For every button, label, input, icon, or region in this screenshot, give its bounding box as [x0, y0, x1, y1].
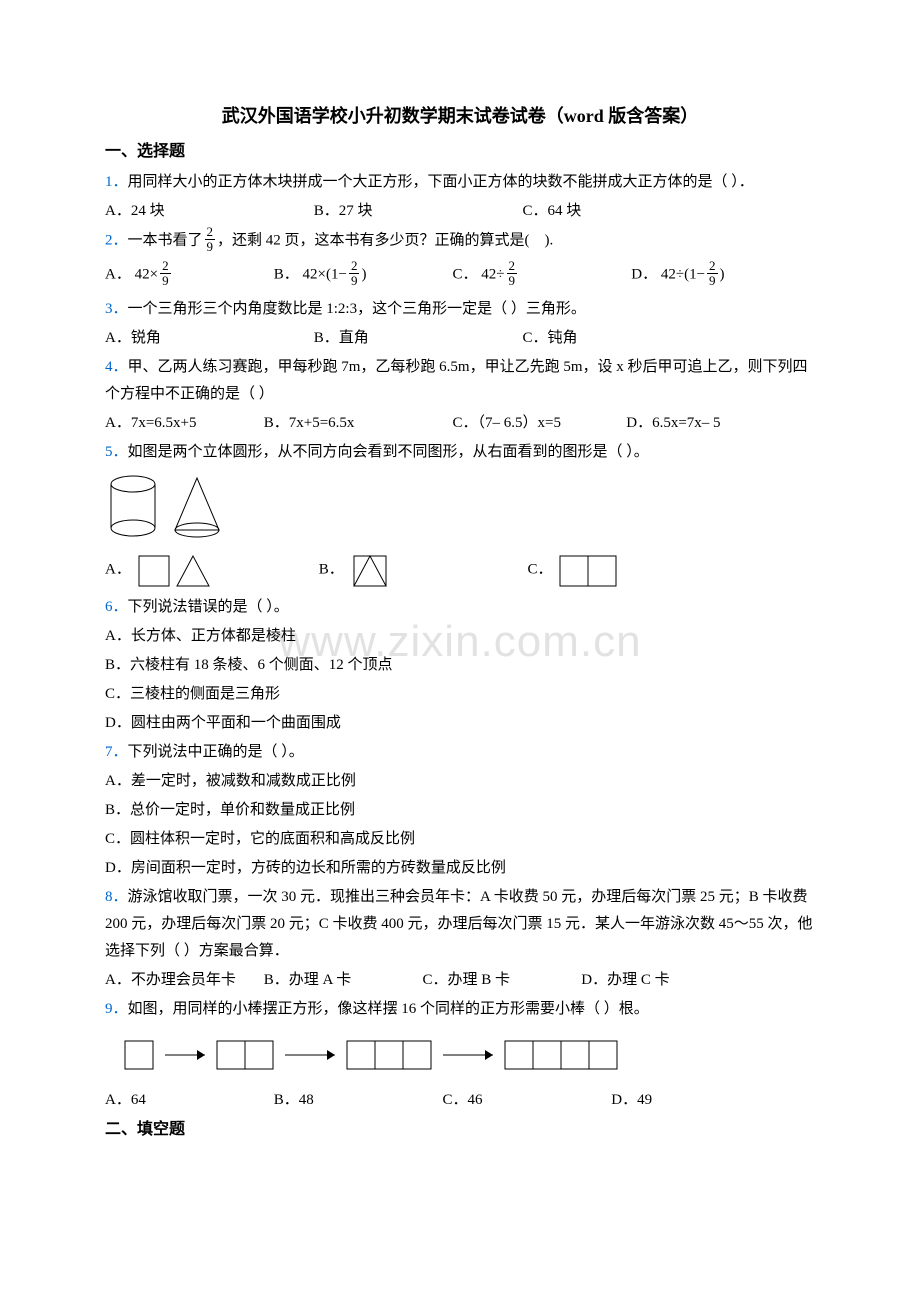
- q4-options: A．7x=6.5x+5 B．7x+5=6.5x C．（7– 6.5）x=5 D．…: [105, 410, 815, 437]
- q7-option-b: B．总价一定时，单价和数量成正比例: [105, 797, 815, 824]
- question-3: 3．一个三角形三个内角度数比是 1:2:3，这个三角形一定是（ ）三角形。: [105, 296, 815, 323]
- question-9: 9．如图，用同样的小棒摆正方形，像这样摆 16 个同样的正方形需要小棒（ ）根。: [105, 996, 815, 1023]
- q5-option-b: B．: [319, 550, 524, 590]
- q3-option-c: C．钝角: [523, 325, 578, 352]
- q8-option-c: C．办理 B 卡: [423, 967, 578, 994]
- q5-opt-a-icon: [135, 550, 215, 590]
- q9-option-a: A．64: [105, 1087, 270, 1114]
- page-title: 武汉外国语学校小升初数学期末试卷试卷（word 版含答案）: [105, 100, 815, 132]
- q4-option-c: C．（7– 6.5）x=5: [453, 410, 623, 437]
- q2-option-a: A． 42×29: [105, 261, 270, 289]
- q8-text: 游泳馆收取门票，一次 30 元．现推出三种会员年卡：A 卡收费 50 元，办理后…: [105, 889, 813, 959]
- q3-option-b: B．直角: [314, 325, 519, 352]
- q2-option-c: C． 42÷29: [453, 261, 628, 289]
- section-2-header: 二、填空题: [105, 1116, 815, 1145]
- q5-option-a: A．: [105, 550, 315, 590]
- q2-options: A． 42×29 B． 42×(1−29) C． 42÷29 D． 42÷(1−…: [105, 261, 815, 289]
- question-5: 5．如图是两个立体圆形，从不同方向会看到不同图形，从右面看到的图形是（ ）。: [105, 439, 815, 466]
- q7-option-a: A．差一定时，被减数和减数成正比例: [105, 768, 815, 795]
- q9-option-c: C．46: [443, 1087, 608, 1114]
- q7-option-c: C．圆柱体积一定时，它的底面积和高成反比例: [105, 826, 815, 853]
- q4-option-a: A．7x=6.5x+5: [105, 410, 260, 437]
- q4-option-b: B．7x+5=6.5x: [264, 410, 449, 437]
- q1-option-b: B．27 块: [314, 198, 519, 225]
- q9-option-b: B．48: [274, 1087, 439, 1114]
- q8-option-a: A．不办理会员年卡: [105, 967, 260, 994]
- q5-option-c: C．: [528, 550, 621, 590]
- question-2: 2．一本书看了29，还剩 42 页，这本书有多少页？正确的算式是( ).: [105, 227, 815, 255]
- q6-option-b: B．六棱柱有 18 条棱、6 个侧面、12 个顶点: [105, 652, 815, 679]
- q2-number: 2．: [105, 233, 128, 249]
- question-6: 6．下列说法错误的是（ ）。: [105, 594, 815, 621]
- q5-figure: [105, 470, 815, 548]
- q9-text: 如图，用同样的小棒摆正方形，像这样摆 16 个同样的正方形需要小棒（ ）根。: [128, 1001, 649, 1017]
- q3-text: 一个三角形三个内角度数比是 1:2:3，这个三角形一定是（ ）三角形。: [128, 301, 586, 317]
- question-8: 8．游泳馆收取门票，一次 30 元．现推出三种会员年卡：A 卡收费 50 元，办…: [105, 884, 815, 965]
- q3-options: A．锐角 B．直角 C．钝角: [105, 325, 815, 352]
- q2-option-d: D． 42÷(1−29): [631, 261, 724, 289]
- q5-options: A． B． C．: [105, 550, 815, 590]
- question-7: 7．下列说法中正确的是（ ）。: [105, 739, 815, 766]
- q8-options: A．不办理会员年卡 B．办理 A 卡 C．办理 B 卡 D．办理 C 卡: [105, 967, 815, 994]
- q3-option-a: A．锐角: [105, 325, 310, 352]
- q9-number: 9．: [105, 1001, 128, 1017]
- question-4: 4．甲、乙两人练习赛跑，甲每秒跑 7m，乙每秒跑 6.5m，甲让乙先跑 5m，设…: [105, 354, 815, 408]
- q5-opt-b-icon: [348, 550, 392, 590]
- q2-option-b: B． 42×(1−29): [274, 261, 449, 289]
- q6-number: 6．: [105, 599, 128, 615]
- q5-text: 如图是两个立体圆形，从不同方向会看到不同图形，从右面看到的图形是（ ）。: [128, 444, 649, 460]
- q9-squares-icon: [105, 1031, 725, 1079]
- q4-text: 甲、乙两人练习赛跑，甲每秒跑 7m，乙每秒跑 6.5m，甲让乙先跑 5m，设 x…: [105, 359, 808, 402]
- q9-option-d: D．49: [611, 1087, 652, 1114]
- q9-figure: [105, 1031, 815, 1079]
- q4-option-d: D．6.5x=7x– 5: [626, 410, 720, 437]
- q1-options: A．24 块 B．27 块 C．64 块: [105, 198, 815, 225]
- q8-option-b: B．办理 A 卡: [264, 967, 419, 994]
- q7-number: 7．: [105, 744, 128, 760]
- q1-option-a: A．24 块: [105, 198, 310, 225]
- q3-number: 3．: [105, 301, 128, 317]
- q7-option-d: D．房间面积一定时，方砖的边长和所需的方砖数量成反比例: [105, 855, 815, 882]
- question-1: 1．用同样大小的正方体木块拼成一个大正方形，下面小正方体的块数不能拼成大正方体的…: [105, 169, 815, 196]
- q1-option-c: C．64 块: [523, 198, 582, 225]
- q6-text: 下列说法错误的是（ ）。: [128, 599, 289, 615]
- q2-text2: ，还剩 42 页，这本书有多少页？正确的算式是( ).: [217, 233, 553, 249]
- q8-option-d: D．办理 C 卡: [581, 967, 669, 994]
- q1-text: 用同样大小的正方体木块拼成一个大正方形，下面小正方体的块数不能拼成大正方体的是（…: [128, 174, 754, 190]
- q9-options: A．64 B．48 C．46 D．49: [105, 1087, 815, 1114]
- q6-option-a: A．长方体、正方体都是棱柱: [105, 623, 815, 650]
- q6-option-c: C．三棱柱的侧面是三角形: [105, 681, 815, 708]
- q5-number: 5．: [105, 444, 128, 460]
- section-1-header: 一、选择题: [105, 138, 815, 167]
- q1-number: 1．: [105, 174, 128, 190]
- q2-text1: 一本书看了: [128, 233, 203, 249]
- q5-solids-icon: [105, 470, 235, 548]
- q7-text: 下列说法中正确的是（ ）。: [128, 744, 304, 760]
- q6-option-d: D．圆柱由两个平面和一个曲面围成: [105, 710, 815, 737]
- q5-opt-c-icon: [556, 550, 620, 590]
- q4-number: 4．: [105, 359, 128, 375]
- q2-fraction: 29: [205, 225, 216, 253]
- q8-number: 8．: [105, 889, 128, 905]
